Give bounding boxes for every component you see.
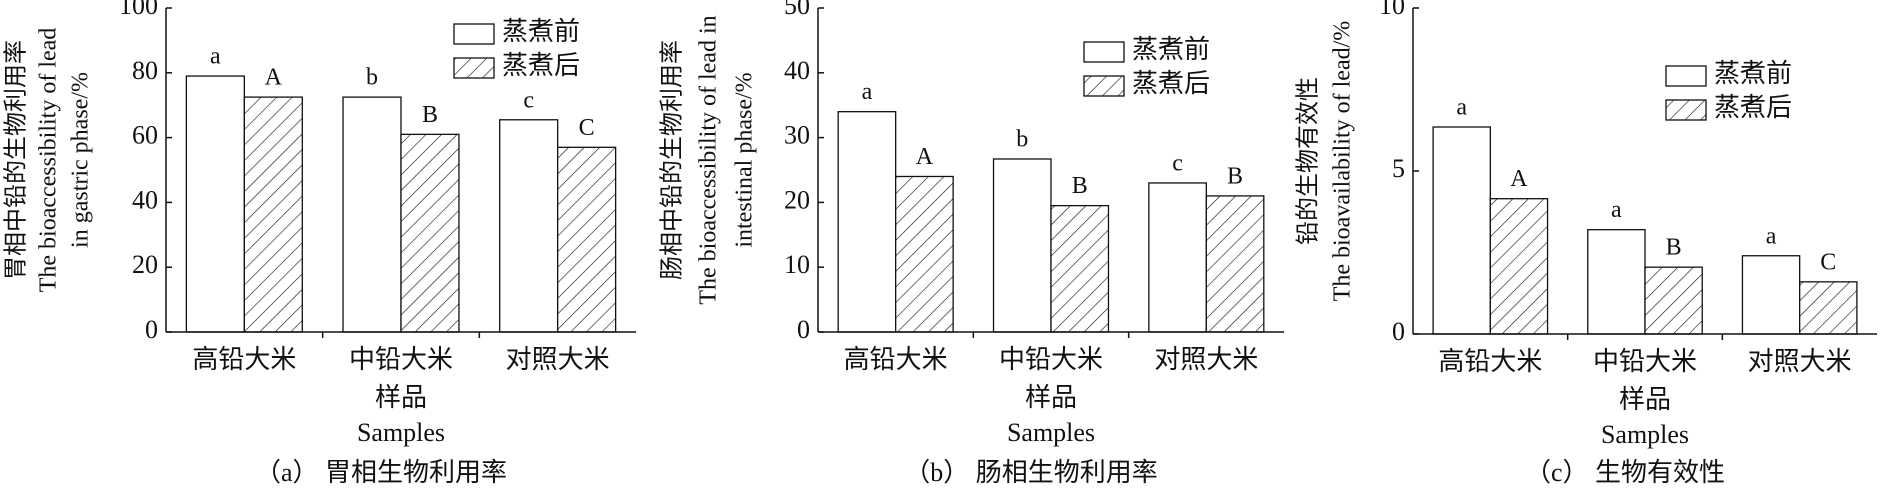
- y-tick-label: 100: [119, 0, 158, 20]
- y-tick-label: 20: [784, 185, 810, 214]
- significance-letter: C: [1820, 249, 1836, 275]
- y-axis-label: The bioaccessibility of lead: [36, 28, 62, 293]
- y-axis-label: 铅的生物有效性: [1295, 77, 1322, 245]
- legend-swatch: [453, 23, 495, 45]
- bar: [400, 133, 460, 333]
- x-tick-label: 中铅大米: [1593, 347, 1697, 376]
- y-tick-label: 30: [784, 121, 810, 150]
- y-tick-label: 10: [1379, 0, 1405, 20]
- significance-letter: a: [1766, 223, 1777, 249]
- significance-letter: A: [1510, 166, 1528, 192]
- y-tick-label: 50: [784, 0, 810, 20]
- caption: （b） 肠相生物利用率: [904, 458, 1158, 487]
- bar: [992, 158, 1052, 333]
- caption: （a） 胃相生物利用率: [255, 458, 507, 487]
- legend-label: 蒸煮后: [502, 51, 580, 80]
- significance-letter: a: [1456, 94, 1467, 120]
- bar: [1587, 229, 1646, 335]
- y-tick-label: 40: [784, 56, 810, 85]
- bar: [837, 111, 897, 333]
- y-axis-label: The bioavailability of lead/%: [1330, 21, 1356, 302]
- x-axis-label: Samples: [1007, 418, 1095, 447]
- y-axis-label: intestinal phase/%: [732, 72, 758, 247]
- legend-swatch: [1665, 99, 1707, 121]
- legend-label: 蒸煮前: [1132, 35, 1210, 64]
- y-tick-label: 0: [1392, 317, 1405, 346]
- bar: [1148, 182, 1207, 333]
- caption: （c） 生物有效性: [1525, 458, 1725, 487]
- x-tick-label: 对照大米: [1154, 345, 1258, 374]
- y-axis-label: in gastric phase/%: [68, 72, 94, 248]
- x-axis-label: Samples: [357, 418, 445, 447]
- x-axis-label: Samples: [1601, 420, 1689, 449]
- x-tick-label: 高铅大米: [1438, 347, 1542, 376]
- significance-letter: c: [523, 87, 534, 113]
- significance-letter: c: [1172, 150, 1183, 176]
- y-tick-label: 20: [132, 250, 158, 279]
- y-axis-label: 胃相中铅的生物利用率: [3, 40, 30, 280]
- x-tick-label: 对照大米: [1748, 347, 1852, 376]
- y-tick-label: 0: [797, 315, 810, 344]
- y-tick-label: 80: [132, 56, 158, 85]
- x-axis-label: 样品: [375, 383, 427, 412]
- bar: [1489, 198, 1549, 335]
- y-axis-label: The bioaccessibility of lead in: [696, 15, 722, 304]
- x-tick-label: 中铅大米: [999, 345, 1103, 374]
- x-tick-label: 高铅大米: [192, 345, 296, 374]
- legend-swatch: [453, 57, 495, 79]
- bar: [342, 96, 402, 333]
- bar: [895, 175, 954, 333]
- bar: [499, 119, 559, 333]
- significance-letter: A: [265, 65, 283, 91]
- legend-label: 蒸煮后: [1132, 69, 1210, 98]
- bar: [1050, 204, 1110, 333]
- y-tick-label: 10: [784, 250, 810, 279]
- bar: [243, 96, 303, 333]
- legend-swatch: [1083, 75, 1125, 97]
- legend-swatch: [1665, 65, 1707, 87]
- significance-letter: b: [366, 65, 378, 91]
- y-tick-label: 40: [132, 185, 158, 214]
- y-tick-label: 5: [1392, 154, 1405, 183]
- legend-swatch: [1083, 41, 1125, 63]
- significance-letter: B: [1227, 163, 1243, 189]
- significance-letter: a: [1611, 197, 1622, 223]
- y-tick-label: 60: [132, 121, 158, 150]
- significance-letter: a: [862, 79, 873, 105]
- x-tick-label: 对照大米: [506, 345, 610, 374]
- y-axis-label: 肠相中铅的生物利用率: [659, 40, 686, 280]
- x-tick-label: 高铅大米: [844, 345, 948, 374]
- bar: [557, 146, 617, 333]
- y-tick-label: 0: [145, 315, 158, 344]
- significance-letter: a: [210, 44, 221, 70]
- bar: [1644, 266, 1703, 335]
- significance-letter: B: [422, 102, 438, 128]
- x-tick-label: 中铅大米: [349, 345, 453, 374]
- significance-letter: b: [1016, 126, 1028, 152]
- bar: [1432, 126, 1491, 335]
- legend-label: 蒸煮前: [502, 17, 580, 46]
- significance-letter: B: [1666, 235, 1682, 261]
- bar: [1741, 255, 1801, 335]
- x-axis-label: 样品: [1619, 385, 1671, 414]
- bar: [1205, 195, 1265, 333]
- x-axis-label: 样品: [1025, 383, 1077, 412]
- legend-label: 蒸煮前: [1714, 59, 1792, 88]
- significance-letter: A: [916, 144, 934, 170]
- bar: [1799, 281, 1858, 335]
- significance-letter: C: [579, 115, 595, 141]
- significance-letter: B: [1072, 173, 1088, 199]
- bar: [185, 75, 245, 333]
- legend-label: 蒸煮后: [1714, 93, 1792, 122]
